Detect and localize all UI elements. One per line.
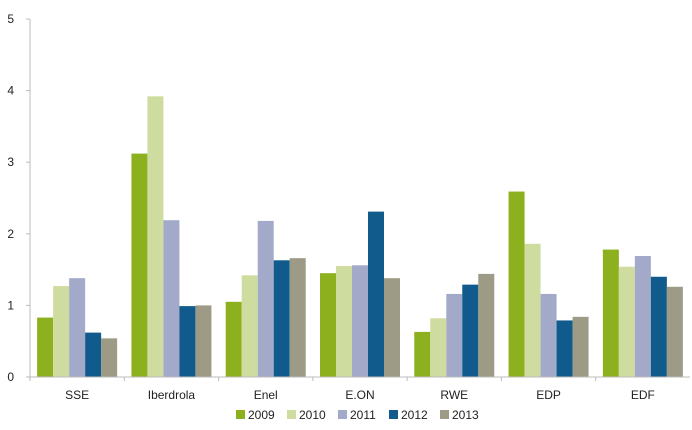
legend-label: 2011: [350, 408, 376, 422]
bar-sse-2012: [85, 332, 102, 377]
legend-label: 2009: [248, 408, 275, 422]
bar-rwe-2011: [446, 293, 463, 377]
legend-swatch-2009: [236, 410, 245, 419]
legend-swatch-2011: [338, 410, 347, 419]
bar-sse-2011: [69, 278, 86, 377]
bar-rwe-2009: [414, 331, 431, 377]
x-axis: SSE Iberdrola Enel E.ON RWE EDP EDF: [29, 376, 690, 402]
legend-label: 2012: [401, 408, 428, 422]
bar-enel-2012: [273, 260, 290, 377]
bar-rwe-2012: [462, 284, 479, 377]
bar-edp-2009: [508, 191, 525, 377]
bar-enel-2013: [289, 258, 306, 377]
bar-e-on-2011: [352, 265, 368, 377]
bar-edp-2013: [572, 316, 589, 377]
bar-e-on-2013: [384, 278, 400, 377]
x-tick-label: SSE: [65, 388, 89, 402]
legend-label: 2013: [452, 408, 479, 422]
legend-label: 2010: [299, 408, 326, 422]
bar-edp-2010: [524, 243, 541, 377]
bar-sse-2009: [37, 317, 54, 377]
bars: [37, 96, 683, 377]
bar-enel-2010: [241, 275, 258, 377]
x-tick-label: EDF: [631, 388, 655, 402]
bar-sse-2013: [101, 338, 118, 377]
bar-iberdrola-2010: [147, 96, 164, 377]
y-tick-label: 1: [7, 298, 14, 312]
x-tick-label: Enel: [254, 388, 278, 402]
bar-rwe-2013: [478, 273, 495, 377]
x-tick-label: RWE: [440, 388, 468, 402]
x-tick-label: Iberdrola: [148, 388, 196, 402]
bar-edf-2010: [618, 266, 635, 377]
bar-iberdrola-2013: [195, 305, 212, 377]
bar-edf-2009: [602, 249, 619, 377]
y-tick-label: 5: [7, 12, 14, 26]
legend-swatch-2010: [287, 410, 296, 419]
legend-swatch-2013: [440, 410, 449, 419]
bar-iberdrola-2011: [163, 220, 180, 377]
y-tick-label: 2: [7, 227, 14, 241]
legend: 2009 2010 2011 2012 2013: [236, 408, 479, 422]
bar-sse-2010: [53, 286, 70, 377]
legend-swatch-2012: [389, 410, 398, 419]
bar-iberdrola-2009: [131, 153, 148, 377]
x-tick-label: EDP: [536, 388, 561, 402]
y-tick-label: 0: [7, 370, 14, 384]
y-tick-label: 3: [7, 155, 14, 169]
bar-iberdrola-2012: [179, 306, 196, 377]
bar-e-on-2012: [368, 211, 384, 377]
bar-rwe-2010: [430, 318, 447, 377]
bar-edf-2012: [650, 276, 667, 377]
bar-edp-2011: [540, 293, 557, 377]
y-tick-label: 4: [7, 84, 14, 98]
bar-edp-2012: [556, 320, 573, 377]
bar-e-on-2009: [320, 273, 336, 377]
bar-enel-2011: [257, 220, 274, 377]
bar-edf-2013: [666, 286, 683, 377]
bar-edf-2011: [634, 255, 651, 377]
x-tick-label: E.ON: [345, 388, 374, 402]
bar-enel-2009: [225, 301, 242, 377]
bar-e-on-2010: [336, 266, 352, 377]
y-axis: 0 1 2 3 4 5: [7, 12, 31, 384]
